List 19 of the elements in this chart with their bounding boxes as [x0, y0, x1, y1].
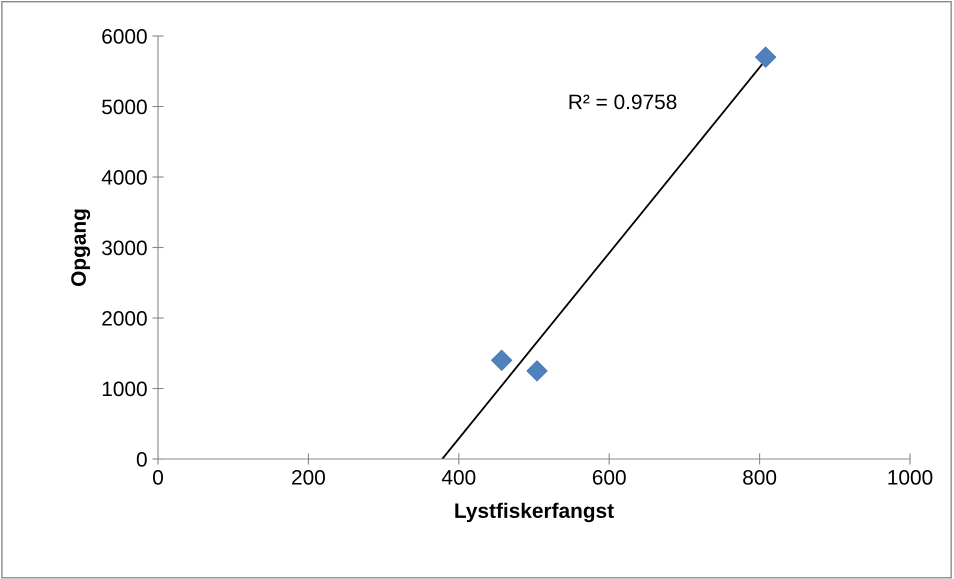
- point: [526, 360, 548, 382]
- x-tick-label: 200: [292, 470, 325, 485]
- annotation: R² = 0.9758: [570, 94, 676, 110]
- y-tick-label: 6000: [102, 29, 147, 44]
- y-tick-label: 2000: [102, 311, 147, 326]
- y-tick-label: 4000: [102, 170, 147, 185]
- x-tick-label: 600: [592, 470, 626, 485]
- y-axis-title: Opgang: [71, 210, 90, 286]
- x-tick-label: 1000: [888, 470, 932, 485]
- y-tick-label: 5000: [102, 100, 147, 114]
- x-axis-title: Lystfiskerfangst: [455, 502, 614, 522]
- x-tick-label: 400: [442, 470, 476, 485]
- y-tick-label: 0: [136, 452, 147, 467]
- x-tick-label: 0: [153, 470, 163, 485]
- y-tick-label: 3000: [102, 240, 147, 256]
- x-tick-label: 800: [743, 470, 776, 485]
- point: [754, 46, 776, 68]
- y-tick-label: 1000: [102, 382, 147, 396]
- point: [491, 350, 512, 371]
